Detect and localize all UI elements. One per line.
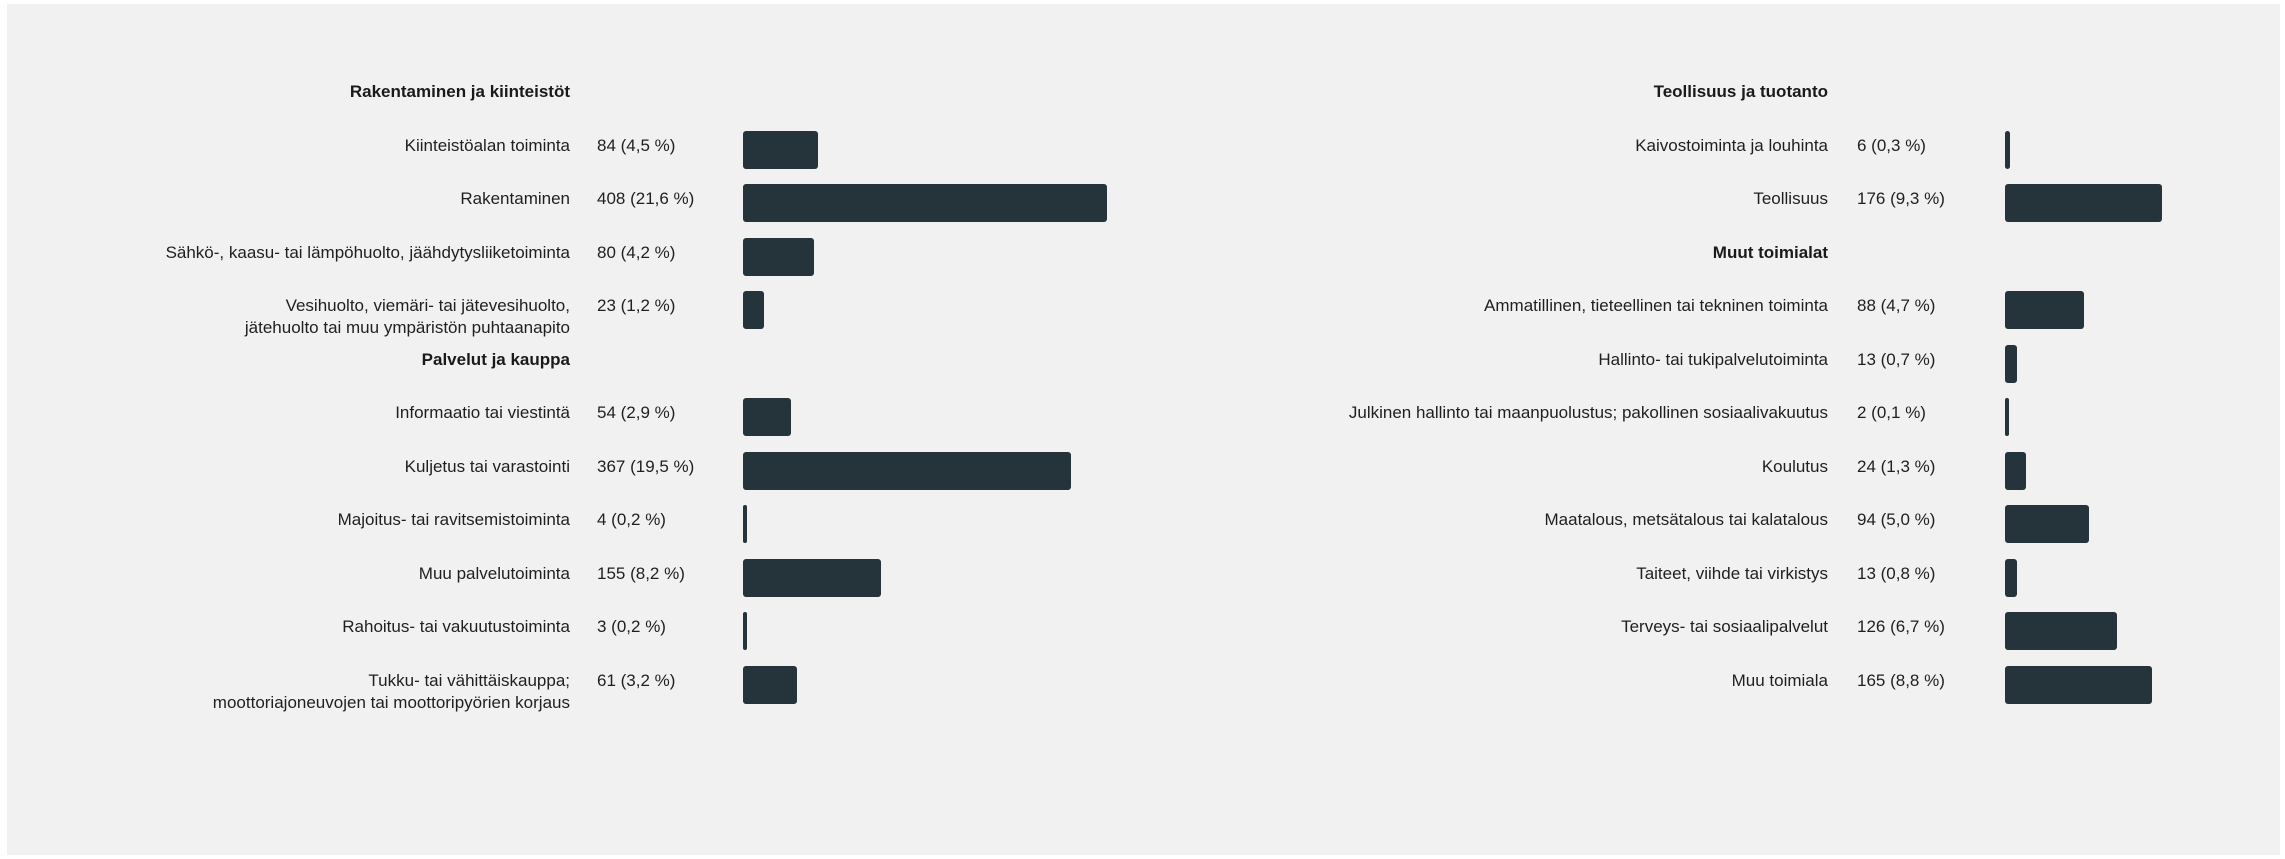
category-label-line: Majoitus- tai ravitsemistoiminta: [337, 510, 570, 529]
bar: [2005, 665, 2153, 704]
group-heading: Rakentaminen ja kiinteistöt: [349, 82, 570, 101]
category-label-line: Muu toimiala: [1731, 670, 1828, 690]
value-label: 367 (19,5 %): [597, 456, 695, 476]
category-label: Taiteet, viihde tai virkistys: [1636, 563, 1828, 585]
category-label: Kuljetus tai varastointi: [405, 456, 570, 478]
bar: [743, 505, 747, 543]
category-label: Rakentaminen: [460, 188, 570, 210]
category-label: Muu palvelutoiminta: [419, 563, 570, 585]
value-label: 4 (0,2 %): [597, 510, 666, 529]
bar: [743, 558, 882, 597]
bar: [743, 398, 792, 436]
bar: [2005, 184, 2163, 222]
value-label: 155 (8,2 %): [597, 563, 685, 583]
category-label: Kiinteistöalan toiminta: [405, 135, 570, 157]
category-label: Ammatillinen, tieteellinen tai tekninen …: [1484, 295, 1828, 317]
value-label: 94 (5,0 %): [1857, 510, 1936, 529]
category-label: Tukku- tai vähittäiskauppa; moottoriajone…: [213, 670, 570, 714]
category-label: Maatalous, metsätalous tai kalatalous: [1545, 509, 1829, 531]
bar: [2005, 398, 2009, 436]
group-heading: Palvelut ja kauppa: [421, 349, 570, 369]
category-label-line: Kaivostoiminta ja louhinta: [1635, 135, 1828, 155]
category-label-line: Koulutus: [1761, 456, 1828, 476]
category-label: Teollisuus: [1753, 188, 1828, 210]
value-label: 2 (0,1 %): [1857, 403, 1926, 422]
category-label: Koulutus: [1762, 456, 1828, 478]
category-label-line: moottoriajoneuvojen tai moottoripyörien …: [212, 692, 570, 712]
value-label: 3 (0,2 %): [597, 617, 666, 636]
category-label: Majoitus- tai ravitsemistoiminta: [338, 509, 570, 531]
value-label: 13 (0,7 %): [1857, 349, 1936, 369]
chart-panel: Rakentaminen ja kiinteistöt Kiinteistöala…: [7, 4, 2280, 855]
value-label: 80 (4,2 %): [597, 242, 676, 262]
bar: [743, 130, 818, 169]
category-label-line: Teollisuus: [1753, 189, 1828, 208]
category-label-line: Rakentaminen: [460, 189, 570, 208]
bar: [743, 237, 815, 276]
category-label: Kaivostoiminta ja louhinta: [1635, 135, 1828, 157]
category-label: Julkinen hallinto tai maanpuolustus; pak…: [1349, 402, 1828, 424]
group-heading: Teollisuus ja tuotanto: [1653, 82, 1828, 101]
value-label: 61 (3,2 %): [597, 670, 676, 690]
category-label: Informaatio tai viestintä: [395, 402, 570, 424]
bar: [2005, 451, 2027, 490]
category-label-line: Vesihuolto, viemäri- tai jätevesihuolto,: [285, 296, 570, 315]
value-label: 54 (2,9 %): [597, 403, 676, 422]
bar: [743, 451, 1071, 490]
category-label-line: Maatalous, metsätalous tai kalatalous: [1544, 510, 1829, 529]
value-label: 88 (4,7 %): [1857, 296, 1936, 315]
value-label: 13 (0,8 %): [1857, 563, 1936, 583]
category-label: Rahoitus- tai vakuutustoiminta: [342, 616, 570, 638]
bar: [2005, 558, 2017, 597]
bar: [2005, 130, 2011, 169]
bar: [743, 612, 747, 650]
category-label-line: Julkinen hallinto tai maanpuolustus; pak…: [1348, 403, 1828, 422]
value-label: 6 (0,3 %): [1857, 135, 1926, 155]
category-label-line: Tukku- tai vähittäiskauppa;: [368, 670, 570, 690]
bar: [743, 184, 1108, 222]
group-heading: Muut toimialat: [1712, 242, 1828, 262]
category-label-line: Informaatio tai viestintä: [395, 403, 570, 422]
category-label: Sähkö-, kaasu- tai lämpöhuolto, jäähdyty…: [166, 242, 570, 264]
category-label-line: Rahoitus- tai vakuutustoiminta: [342, 617, 570, 636]
category-label-line: Kiinteistöalan toiminta: [404, 135, 570, 155]
bar: [2005, 612, 2118, 650]
value-label: 24 (1,3 %): [1857, 456, 1936, 476]
value-label: 23 (1,2 %): [597, 296, 676, 315]
value-label: 176 (9,3 %): [1857, 189, 1945, 208]
category-label-line: Taiteet, viihde tai virkistys: [1636, 563, 1828, 583]
bar: [2005, 344, 2017, 383]
category-label: Muu toimiala: [1732, 670, 1828, 692]
bar: [743, 291, 764, 329]
category-label: Vesihuolto, viemäri- tai jätevesihuolto,…: [245, 295, 570, 339]
category-label-line: jätehuolto tai muu ympäristön puhtaanapi…: [244, 318, 570, 337]
bar: [2005, 291, 2084, 329]
category-label-line: Terveys- tai sosiaalipalvelut: [1621, 617, 1828, 636]
value-label: 165 (8,8 %): [1857, 670, 1945, 690]
bar: [2005, 505, 2089, 543]
category-label-line: Ammatillinen, tieteellinen tai tekninen …: [1484, 296, 1828, 315]
category-label-line: Hallinto- tai tukipalvelutoiminta: [1598, 349, 1828, 369]
value-label: 84 (4,5 %): [597, 135, 676, 155]
category-label: Hallinto- tai tukipalvelutoiminta: [1598, 349, 1828, 371]
value-label: 126 (6,7 %): [1857, 617, 1945, 636]
category-label: Terveys- tai sosiaalipalvelut: [1621, 616, 1828, 638]
value-label: 408 (21,6 %): [597, 189, 695, 208]
category-label-line: Sähkö-, kaasu- tai lämpöhuolto, jäähdyty…: [165, 242, 570, 262]
category-label-line: Kuljetus tai varastointi: [404, 456, 570, 476]
bar: [743, 665, 798, 704]
category-label-line: Muu palvelutoiminta: [418, 563, 570, 583]
